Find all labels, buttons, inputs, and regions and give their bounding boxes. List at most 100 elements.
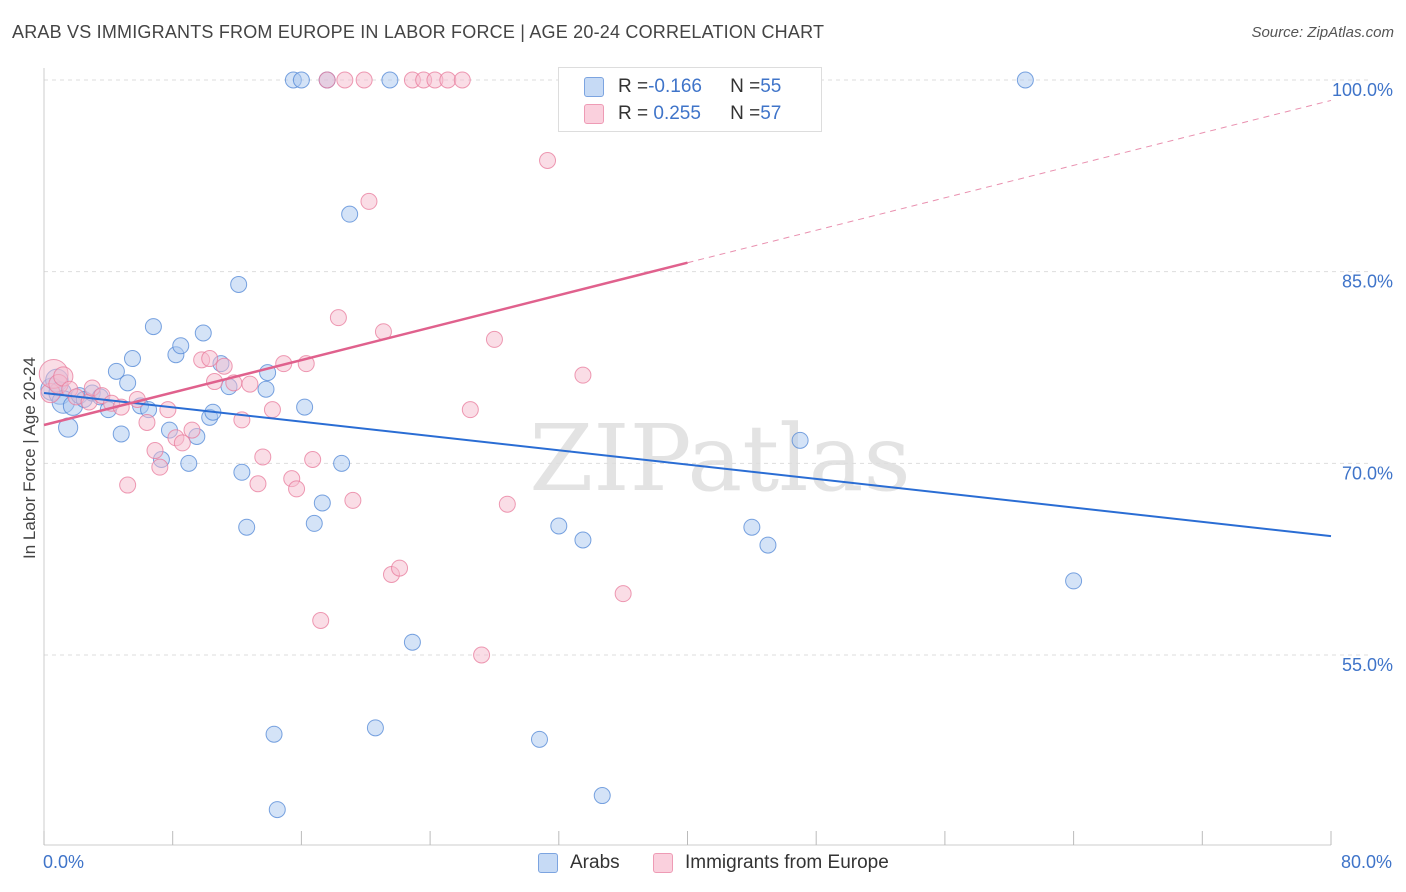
legend-europe-r-value: 0.255 bbox=[648, 103, 701, 124]
axes bbox=[43, 68, 1332, 846]
y-tick-label-70: 70.0% bbox=[1342, 463, 1393, 483]
arabs-point bbox=[791, 431, 809, 449]
arabs-point bbox=[305, 514, 323, 532]
europe-point bbox=[461, 401, 479, 419]
arabs-point bbox=[296, 398, 314, 416]
europe-point bbox=[119, 476, 137, 494]
europe-point bbox=[355, 71, 373, 89]
arabs-point bbox=[759, 536, 777, 554]
europe-point bbox=[614, 585, 632, 603]
legend-row-europe: R = 0.255 N = 57 bbox=[559, 101, 781, 127]
arabs-point bbox=[381, 71, 399, 89]
legend-arabs-n-label: N = bbox=[730, 76, 761, 97]
europe-point bbox=[215, 357, 233, 375]
x-tick-label-min: 0.0% bbox=[43, 852, 85, 872]
europe-point bbox=[304, 451, 322, 468]
europe-point bbox=[318, 71, 336, 89]
y-tick-label-85: 85.0% bbox=[1342, 272, 1393, 292]
arabs-point bbox=[265, 725, 283, 743]
europe-point bbox=[439, 71, 457, 89]
europe-point bbox=[360, 192, 378, 210]
arabs-point bbox=[366, 719, 384, 737]
europe-point bbox=[498, 495, 516, 513]
europe-point bbox=[485, 330, 503, 348]
arabs-point bbox=[123, 350, 141, 368]
arabs-point bbox=[403, 633, 421, 651]
europe-point bbox=[173, 434, 191, 452]
chart-title: ARAB VS IMMIGRANTS FROM EUROPE IN LABOR … bbox=[12, 22, 825, 42]
legend-arabs-n-value: 55 bbox=[760, 76, 782, 97]
arabs-point bbox=[268, 801, 286, 819]
bottom-legend-europe: Immigrants from Europe bbox=[653, 852, 889, 874]
europe-points bbox=[38, 71, 632, 664]
europe-point bbox=[241, 375, 259, 393]
arabs-point bbox=[530, 730, 548, 748]
europe-point bbox=[254, 448, 272, 466]
arabs-point bbox=[550, 517, 568, 535]
arabs-swatch bbox=[584, 77, 604, 97]
europe-point bbox=[574, 366, 592, 384]
europe-point bbox=[201, 350, 219, 368]
source-credit: Source: ZipAtlas.com bbox=[1251, 24, 1394, 41]
europe-point bbox=[288, 480, 306, 498]
arabs-point bbox=[593, 787, 611, 805]
arabs-point bbox=[257, 380, 275, 398]
bottom-legend-europe-label: Immigrants from Europe bbox=[685, 852, 889, 873]
arabs-point bbox=[233, 463, 251, 481]
x-tick-label-max: 80.0% bbox=[1340, 852, 1392, 872]
legend-row-arabs: R = -0.166 N = 55 bbox=[559, 74, 781, 100]
arabs-point bbox=[194, 324, 212, 342]
arabs-point bbox=[743, 518, 761, 536]
europe-point bbox=[249, 475, 267, 493]
europe-point bbox=[146, 442, 164, 460]
arabs-point bbox=[172, 337, 190, 355]
europe-point bbox=[453, 71, 471, 89]
arabs-point bbox=[574, 531, 592, 549]
legend-arabs-r-value: -0.166 bbox=[648, 76, 702, 97]
bottom-legend-arabs: Arabs bbox=[538, 852, 620, 874]
legend-europe-n-label: N = bbox=[730, 103, 761, 124]
legend-europe-r-label: R = bbox=[618, 103, 649, 124]
arabs-point bbox=[180, 454, 198, 472]
legend-europe-n-value: 57 bbox=[760, 103, 782, 124]
europe-point bbox=[473, 646, 491, 664]
y-tick-label-55: 55.0% bbox=[1342, 655, 1393, 675]
arabs-point bbox=[1065, 572, 1083, 590]
europe-swatch bbox=[584, 104, 604, 124]
arabs-point bbox=[341, 205, 359, 223]
europe-point bbox=[329, 309, 347, 327]
legend-arabs-r-label: R = bbox=[618, 76, 649, 97]
arabs-point bbox=[333, 454, 351, 472]
trend-lines bbox=[43, 99, 1332, 538]
europe-point bbox=[391, 559, 409, 577]
arabs-legend-swatch bbox=[538, 853, 558, 873]
europe-trend-line-extension bbox=[687, 99, 1332, 264]
bottom-legend-arabs-label: Arabs bbox=[570, 852, 620, 873]
watermark: ZIPatlas bbox=[529, 405, 910, 512]
europe-point bbox=[312, 612, 330, 629]
y-tick-label-100: 100.0% bbox=[1332, 80, 1393, 100]
arabs-point bbox=[313, 494, 331, 512]
europe-point bbox=[138, 413, 156, 431]
arabs-point bbox=[238, 518, 256, 536]
arabs-point bbox=[144, 318, 162, 336]
arabs-point bbox=[1016, 71, 1034, 89]
arabs-point bbox=[292, 71, 310, 89]
correlation-legend: R = -0.166 N = 55 R = 0.255 N = 57 bbox=[558, 67, 822, 132]
europe-point bbox=[159, 401, 177, 419]
europe-point bbox=[336, 71, 354, 89]
arabs-point bbox=[107, 362, 125, 380]
grid-lines bbox=[44, 79, 1371, 656]
y-tick-labels: 55.0% 70.0% 85.0% 100.0% bbox=[1332, 80, 1393, 675]
europe-point bbox=[539, 152, 557, 169]
europe-point bbox=[263, 401, 281, 419]
europe-point bbox=[344, 491, 362, 509]
europe-legend-swatch bbox=[653, 853, 673, 873]
europe-point bbox=[151, 458, 169, 476]
europe-point bbox=[183, 421, 201, 439]
arabs-trend-line bbox=[43, 392, 1332, 538]
arabs-point bbox=[230, 275, 248, 293]
arabs-point bbox=[112, 425, 130, 443]
europe-trend-line bbox=[43, 261, 688, 427]
